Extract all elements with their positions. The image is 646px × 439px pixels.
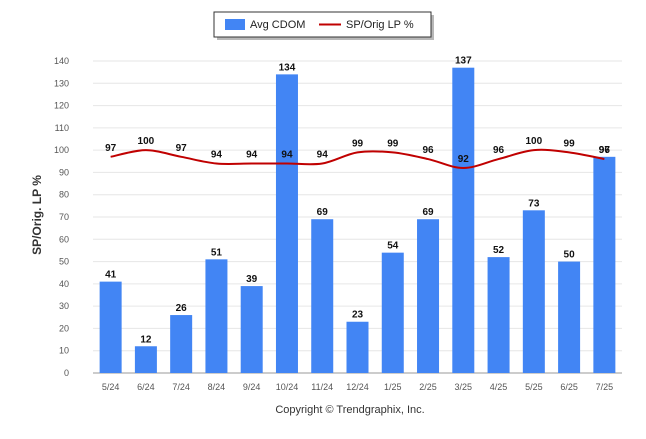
bar-value-label: 97 xyxy=(599,145,611,156)
y-tick-label: 60 xyxy=(59,234,69,244)
bar-value-label: 39 xyxy=(246,274,258,285)
x-tick-label: 4/25 xyxy=(490,382,508,392)
line-value-label: 94 xyxy=(246,150,258,161)
y-tick-label: 70 xyxy=(59,212,69,222)
y-tick-label: 40 xyxy=(59,279,69,289)
bar-value-label: 134 xyxy=(279,62,296,73)
x-tick-label: 9/24 xyxy=(243,382,261,392)
line-value-label: 97 xyxy=(176,143,188,154)
line-value-labels: 97 100 97 94 94 94 94 99 99 96 92 96 100 99 96 xyxy=(105,136,610,165)
bar xyxy=(99,281,122,373)
line-value-label: 99 xyxy=(352,138,364,149)
y-tick-label: 110 xyxy=(55,123,69,133)
bar xyxy=(417,219,440,373)
line-value-label: 96 xyxy=(493,145,505,156)
bar-value-labels: 41 12 26 51 39 134 69 23 54 69 137 52 73 50 97 xyxy=(105,56,610,346)
bar-value-label: 12 xyxy=(140,334,152,345)
bar-value-label: 73 xyxy=(528,198,540,209)
bar-value-label: 51 xyxy=(211,247,223,258)
x-tick-label: 7/24 xyxy=(172,382,190,392)
x-tick-label: 3/25 xyxy=(455,382,473,392)
line-value-label: 100 xyxy=(138,136,155,147)
bar xyxy=(487,257,510,373)
line-value-label: 97 xyxy=(105,143,117,154)
bar xyxy=(522,210,545,373)
line-value-label: 94 xyxy=(317,150,329,161)
bar xyxy=(346,321,369,373)
line-value-label: 94 xyxy=(211,150,223,161)
line-value-label: 92 xyxy=(458,154,470,165)
series-line-sp-orig xyxy=(110,148,605,169)
y-axis-ticks: 0 10 20 30 40 50 60 70 80 90 100 110 120 130 140 xyxy=(54,56,69,378)
x-tick-label: 1/25 xyxy=(384,382,402,392)
x-tick-label: 11/24 xyxy=(311,382,333,392)
bar-value-label: 69 xyxy=(422,207,434,218)
bar xyxy=(593,156,616,373)
line-value-label: 99 xyxy=(564,138,576,149)
y-tick-label: 50 xyxy=(59,257,69,267)
legend-label-avg-cdom: Avg CDOM xyxy=(250,19,305,31)
y-axis-title: SP/Orig. LP % xyxy=(30,175,44,255)
x-axis-ticks: 5/24 6/24 7/24 8/24 9/24 10/24 11/24 12/24 1/25 2… xyxy=(102,382,613,392)
bar xyxy=(381,252,404,373)
y-tick-label: 10 xyxy=(59,346,69,356)
x-tick-label: 8/24 xyxy=(208,382,226,392)
x-tick-label: 2/25 xyxy=(419,382,437,392)
legend-label-sp-orig: SP/Orig LP % xyxy=(346,19,414,31)
bar-value-label: 54 xyxy=(387,241,399,252)
bar-value-label: 137 xyxy=(455,56,472,67)
y-tick-label: 90 xyxy=(59,167,69,177)
y-tick-label: 130 xyxy=(54,78,69,88)
bar-value-label: 23 xyxy=(352,310,364,321)
x-tick-label: 6/24 xyxy=(137,382,155,392)
bar-value-label: 26 xyxy=(176,303,188,314)
bar-value-label: 69 xyxy=(317,207,329,218)
bars-avg-cdom xyxy=(99,67,616,373)
bar xyxy=(240,286,263,373)
copyright-credit: Copyright © Trendgraphix, Inc. xyxy=(275,404,424,416)
x-tick-label: 7/25 xyxy=(596,382,614,392)
line-value-label: 96 xyxy=(422,145,434,156)
bar-value-label: 50 xyxy=(564,250,576,261)
bar xyxy=(275,74,298,373)
line-value-label: 96 xyxy=(599,145,611,156)
legend-swatch-bars xyxy=(225,19,245,30)
x-tick-label: 6/25 xyxy=(560,382,578,392)
bar xyxy=(311,219,334,373)
bar xyxy=(134,346,157,373)
legend: Avg CDOM SP/Orig LP % xyxy=(213,11,434,40)
x-tick-label: 12/24 xyxy=(346,382,369,392)
y-tick-label: 0 xyxy=(64,368,69,378)
y-tick-label: 20 xyxy=(59,323,69,333)
y-tick-label: 120 xyxy=(54,101,69,111)
line-value-label: 100 xyxy=(525,136,542,147)
bar xyxy=(558,261,581,373)
bar xyxy=(170,315,193,373)
x-tick-label: 5/24 xyxy=(102,382,120,392)
bar-value-label: 41 xyxy=(105,270,117,281)
bar xyxy=(452,67,475,373)
line-value-label: 99 xyxy=(387,138,399,149)
y-tick-label: 80 xyxy=(59,190,69,200)
bar xyxy=(205,259,228,373)
line-sp-orig xyxy=(110,148,605,169)
bar-value-label: 52 xyxy=(493,245,505,256)
x-tick-label: 10/24 xyxy=(276,382,299,392)
y-tick-label: 140 xyxy=(54,56,69,66)
y-tick-label: 100 xyxy=(54,145,69,155)
line-value-label: 94 xyxy=(281,150,293,161)
x-tick-label: 5/25 xyxy=(525,382,543,392)
y-tick-label: 30 xyxy=(59,301,69,311)
